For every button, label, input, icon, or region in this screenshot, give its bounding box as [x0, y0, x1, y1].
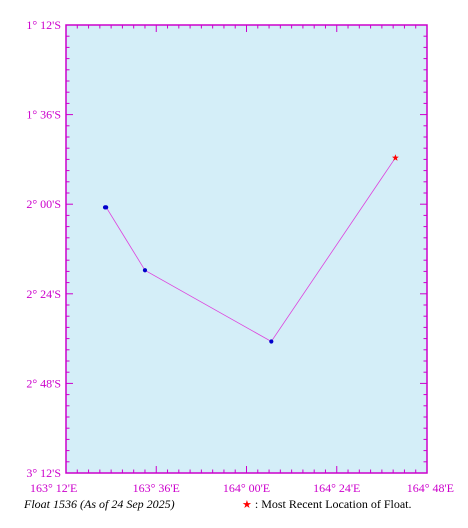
- red-star-icon: ★: [242, 499, 252, 511]
- float-positions: [102, 154, 399, 344]
- longitude-label: 163° 36'E: [133, 481, 180, 495]
- latitude-label: 3° 12'S: [26, 466, 61, 480]
- longitude-labels: 163° 12'E 163° 36'E 164° 00'E 164° 24'E 164°…: [30, 481, 454, 495]
- float-position-point: [104, 205, 109, 210]
- longitude-label: 163° 12'E: [30, 481, 77, 495]
- latitude-label: 2° 48'S: [26, 376, 61, 390]
- longitude-label: 164° 48'E: [407, 481, 454, 495]
- latitude-label: 2° 24'S: [26, 287, 61, 301]
- latitude-label: 2° 00'S: [26, 197, 61, 211]
- float-position-point: [142, 268, 148, 273]
- map-legend: ★ : Most Recent Location of Float.: [242, 497, 412, 512]
- map-plot-area: [65, 24, 428, 474]
- float-position-point: [269, 339, 274, 344]
- latitude-label: 1° 12'S: [26, 18, 61, 32]
- longitude-label: 164° 00'E: [223, 481, 270, 495]
- latitude-label: 1° 36'S: [26, 108, 61, 122]
- float-caption: Float 1536 (As of 24 Sep 2025): [24, 497, 175, 511]
- latitude-labels: 1° 12'S 1° 36'S 2° 00'S 2° 24'S 2° 48'S 3° 12…: [26, 18, 61, 480]
- latest-position-star: [391, 154, 399, 161]
- longitude-label: 164° 24'E: [313, 481, 360, 495]
- legend-label: : Most Recent Location of Float.: [254, 497, 412, 511]
- map-tick-marks: [65, 24, 428, 474]
